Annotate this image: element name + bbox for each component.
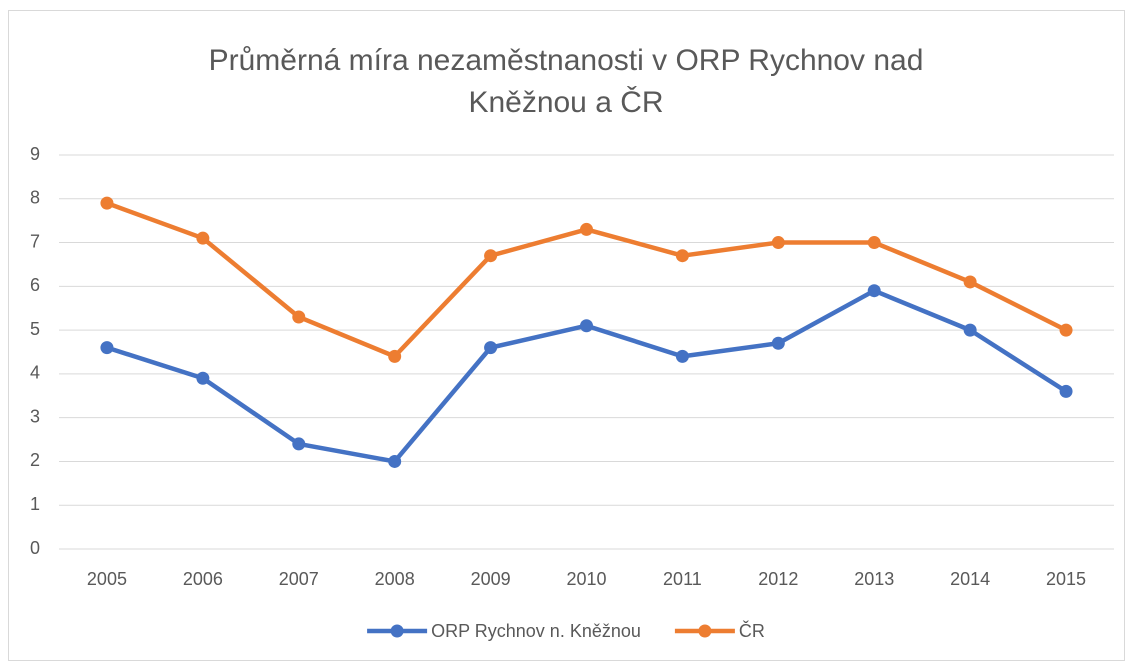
data-point <box>292 310 306 324</box>
data-point <box>771 236 785 250</box>
x-tick-label: 2011 <box>663 569 702 589</box>
y-tick-label: 3 <box>30 406 40 426</box>
chart-title: Průměrná míra nezaměstnanosti v ORP Rych… <box>208 44 924 119</box>
x-tick-label: 2009 <box>471 569 511 589</box>
x-tick-label: 2015 <box>1046 569 1086 589</box>
data-point <box>196 231 210 245</box>
data-point <box>963 275 977 289</box>
data-point <box>1059 323 1073 337</box>
legend-marker <box>390 624 404 638</box>
x-tick-label: 2007 <box>279 569 319 589</box>
y-tick-label: 7 <box>30 231 40 251</box>
y-tick-label: 6 <box>30 275 40 295</box>
x-tick-label: 2012 <box>758 569 798 589</box>
x-tick-label: 2014 <box>950 569 990 589</box>
data-point <box>675 349 689 363</box>
legend-marker <box>698 624 712 638</box>
y-tick-label: 4 <box>30 363 40 383</box>
series-line <box>104 288 1069 464</box>
y-tick-label: 8 <box>30 188 40 208</box>
data-point <box>100 196 114 210</box>
data-point <box>675 249 689 263</box>
data-point <box>580 319 593 333</box>
data-point <box>196 371 210 385</box>
y-tick-label: 0 <box>30 538 40 558</box>
data-point <box>867 236 881 250</box>
data-point <box>388 349 402 363</box>
y-tick-label: 5 <box>30 319 40 339</box>
data-point <box>484 341 498 355</box>
data-point <box>100 341 114 355</box>
data-point <box>292 437 306 451</box>
y-tick-label: 1 <box>30 494 40 514</box>
x-tick-label: 2008 <box>375 569 415 589</box>
data-point <box>1059 384 1073 398</box>
data-point <box>771 336 785 350</box>
data-point <box>580 222 593 236</box>
data-point <box>484 249 498 263</box>
x-tick-label: 2010 <box>566 569 606 589</box>
legend-label: ČR <box>739 620 765 641</box>
chart-frame <box>8 10 1125 661</box>
x-tick-label: 2005 <box>87 569 127 589</box>
legend-label: ORP Rychnov n. Kněžnou <box>431 621 641 641</box>
data-point <box>388 454 402 468</box>
x-tick-label: 2013 <box>854 569 894 589</box>
y-tick-label: 2 <box>30 450 40 470</box>
data-point <box>867 284 881 298</box>
y-tick-label: 9 <box>30 144 40 164</box>
data-point <box>963 323 977 337</box>
x-tick-label: 2006 <box>183 569 223 589</box>
